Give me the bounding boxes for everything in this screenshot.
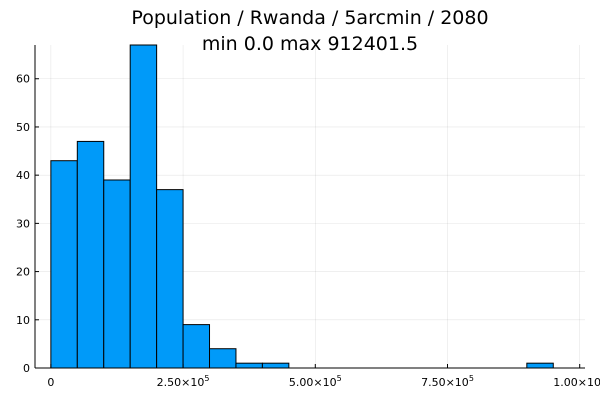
y-tick-labels: 0 10 20 30 40 50 60 — [16, 73, 30, 375]
histogram-bars — [50, 44, 554, 369]
y-tick-label-4: 40 — [16, 169, 30, 182]
histogram-bar-0 — [50, 160, 78, 369]
x-tick-label-0: 0 — [47, 376, 54, 389]
axes — [34, 45, 585, 369]
histogram-bar-4 — [156, 189, 184, 369]
x-tick-label-4: 1.00×106 — [553, 374, 600, 389]
histogram-bar-2 — [103, 179, 131, 369]
x-tick-labels: 0 2.50×105 5.00×105 7.50×105 1.00×106 — [47, 374, 600, 389]
y-tick-label-3: 30 — [16, 217, 30, 230]
x-tick-label-1: 2.50×105 — [157, 374, 210, 389]
y-tick-label-2: 20 — [16, 266, 30, 279]
y-tick-label-0: 0 — [23, 362, 30, 375]
x-tick-label-3: 7.50×105 — [421, 374, 474, 389]
chart-title: Population / Rwanda / 5arcmin / 2080 — [131, 7, 488, 29]
histogram-bar-8 — [261, 362, 290, 369]
histogram-bar-7 — [235, 362, 263, 369]
histogram-bar-6 — [209, 348, 237, 369]
histogram-bar-9 — [526, 362, 554, 369]
histogram-bar-1 — [76, 140, 105, 369]
y-tick-label-5: 50 — [16, 121, 30, 134]
histogram-bar-5 — [182, 324, 211, 369]
x-tick-label-2: 5.00×105 — [289, 374, 342, 389]
y-tick-label-1: 10 — [16, 314, 30, 327]
chart-subtitle: min 0.0 max 912401.5 — [202, 33, 418, 55]
y-tick-label-6: 60 — [16, 73, 30, 86]
histogram-bar-3 — [129, 44, 158, 369]
